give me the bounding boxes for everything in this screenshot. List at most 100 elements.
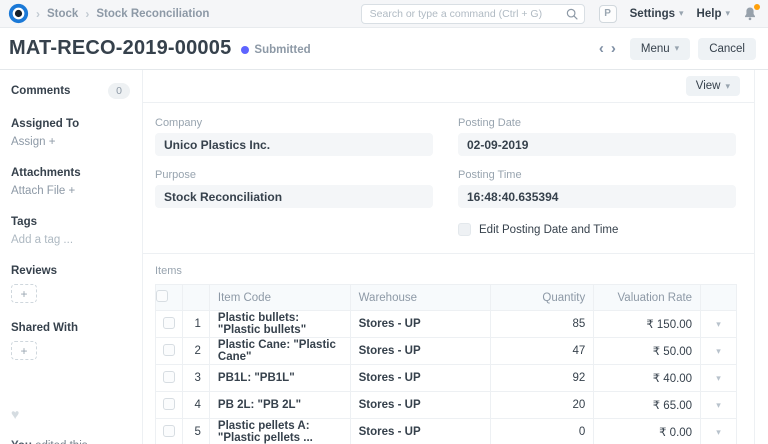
help-label: Help (696, 7, 722, 20)
status-badge: Submitted (241, 44, 311, 56)
add-share-button[interactable]: + (11, 341, 37, 360)
next-document-button[interactable]: › (610, 40, 616, 57)
quantity-cell[interactable]: 0 (490, 418, 595, 444)
purpose-field: Purpose Stock Reconciliation (155, 169, 433, 208)
posting-time-field: Posting Time 16:48:40.635394 (458, 169, 736, 208)
grid-header-row: Item Code Warehouse Quantity Valuation R… (155, 284, 737, 311)
form-panel: View ▾ Company Unico Plastics Inc. Posti… (143, 70, 755, 444)
items-section-label: Items (155, 265, 182, 277)
warehouse-cell[interactable]: Stores - UP (349, 337, 492, 365)
edit-posting-datetime-checkbox[interactable] (458, 223, 471, 236)
menu-button-label: Menu (640, 42, 670, 55)
sidebar-attachments-label: Attachments (11, 167, 81, 179)
row-checkbox[interactable] (162, 316, 175, 329)
warehouse-cell[interactable]: Stores - UP (349, 391, 492, 419)
view-button[interactable]: View ▾ (685, 76, 740, 96)
valuation-rate-cell[interactable]: ₹ 0.00 (593, 418, 702, 444)
quantity-cell[interactable]: 47 (490, 337, 595, 365)
prev-document-button[interactable]: ‹ (598, 40, 604, 57)
table-row: 3 PB1L: "PB1L" Stores - UP 92 ₹ 40.00 ▾ (155, 364, 737, 392)
item-code-cell[interactable]: Plastic pellets A: "Plastic pellets ... (208, 418, 351, 444)
posting-time-field-value[interactable]: 16:48:40.635394 (458, 185, 736, 208)
search-input[interactable] (369, 7, 566, 20)
row-checkbox[interactable] (162, 424, 175, 437)
warehouse-cell[interactable]: Stores - UP (349, 418, 492, 444)
avatar[interactable]: P (598, 4, 617, 23)
form-fields-section: Company Unico Plastics Inc. Posting Date… (143, 103, 754, 253)
erpnext-logo-icon[interactable] (8, 3, 29, 24)
valuation-rate-cell[interactable]: ₹ 65.00 (593, 391, 702, 419)
item-code-cell[interactable]: PB1L: "PB1L" (208, 364, 351, 392)
table-row: 5 Plastic pellets A: "Plastic pellets ..… (155, 418, 737, 444)
item-code-cell[interactable]: PB 2L: "PB 2L" (208, 391, 351, 419)
activity-action: edited this (35, 440, 87, 444)
settings-menu[interactable]: Settings ▾ (630, 8, 684, 20)
row-index[interactable]: 5 (181, 418, 210, 444)
row-checkbox[interactable] (162, 343, 175, 356)
settings-label: Settings (629, 7, 676, 20)
sidebar-comments-link[interactable]: Comments (11, 85, 71, 97)
breadcrumb-stock[interactable]: Stock (47, 7, 79, 20)
quantity-header: Quantity (490, 284, 595, 311)
row-expand-icon[interactable]: ▾ (716, 373, 721, 383)
item-code-cell[interactable]: Plastic bullets: "Plastic bullets" (208, 310, 351, 338)
notification-dot (754, 3, 760, 10)
chevron-right-icon: › (85, 6, 90, 21)
row-expand-icon[interactable]: ▾ (716, 346, 721, 356)
posting-date-field-value[interactable]: 02-09-2019 (458, 133, 736, 156)
quantity-cell[interactable]: 92 (490, 364, 595, 392)
status-label: Submitted (254, 44, 311, 56)
row-checkbox[interactable] (162, 397, 175, 410)
row-index[interactable]: 3 (181, 364, 210, 392)
view-button-label: View (695, 80, 721, 92)
row-expand-icon[interactable]: ▾ (716, 427, 721, 437)
edit-posting-datetime-field: Edit Posting Date and Time (458, 223, 736, 236)
valuation-rate-cell[interactable]: ₹ 50.00 (593, 337, 702, 365)
breadcrumb: › Stock › Stock Reconciliation (8, 3, 209, 24)
menu-button[interactable]: Menu ▾ (629, 37, 691, 60)
like-heart-icon[interactable]: ♥ (11, 406, 20, 422)
purpose-field-value[interactable]: Stock Reconciliation (155, 185, 433, 208)
valuation-rate-cell[interactable]: ₹ 40.00 (593, 364, 702, 392)
warehouse-header: Warehouse (349, 284, 492, 311)
global-search[interactable] (360, 3, 585, 24)
chevron-right-icon: › (36, 6, 40, 21)
company-field-value[interactable]: Unico Plastics Inc. (155, 133, 433, 156)
row-index[interactable]: 4 (181, 391, 210, 419)
edit-posting-datetime-label: Edit Posting Date and Time (479, 223, 619, 236)
row-index[interactable]: 2 (181, 337, 210, 365)
item-code-cell[interactable]: Plastic Cane: "Plastic Cane" (208, 337, 351, 365)
row-index[interactable]: 1 (181, 310, 210, 338)
purpose-field-label: Purpose (155, 169, 196, 181)
chevron-down-icon: ▾ (679, 8, 684, 18)
page-title: MAT-RECO-2019-00005 (9, 37, 232, 59)
table-row: 1 Plastic bullets: "Plastic bullets" Sto… (155, 310, 737, 338)
items-grid: Item Code Warehouse Quantity Valuation R… (155, 284, 737, 444)
valuation-rate-cell[interactable]: ₹ 150.00 (593, 310, 702, 338)
add-tag-input[interactable]: Add a tag ... (11, 234, 74, 246)
help-menu[interactable]: Help ▾ (697, 8, 730, 20)
page-head: MAT-RECO-2019-00005 Submitted ‹ › Menu ▾… (0, 28, 768, 70)
row-checkbox[interactable] (162, 370, 175, 383)
add-review-button[interactable]: + (11, 284, 37, 303)
breadcrumb-stock-reconciliation[interactable]: Stock Reconciliation (96, 7, 210, 20)
company-field: Company Unico Plastics Inc. (155, 117, 433, 156)
item-code-header: Item Code (208, 284, 351, 311)
warehouse-cell[interactable]: Stores - UP (349, 310, 492, 338)
company-field-label: Company (155, 117, 203, 129)
cancel-button-label: Cancel (709, 42, 745, 55)
quantity-cell[interactable]: 20 (490, 391, 595, 419)
cancel-button[interactable]: Cancel (698, 37, 756, 60)
select-all-checkbox[interactable] (156, 290, 168, 302)
warehouse-cell[interactable]: Stores - UP (349, 364, 492, 392)
comments-count-badge: 0 (108, 83, 130, 99)
row-expand-icon[interactable]: ▾ (716, 400, 721, 410)
attach-file-button[interactable]: Attach File + (11, 185, 76, 197)
quantity-cell[interactable]: 85 (490, 310, 595, 338)
posting-time-field-label: Posting Time (458, 169, 522, 181)
row-expand-icon[interactable]: ▾ (716, 319, 721, 329)
content-area: Comments 0 Assigned To Assign + Attachme… (0, 70, 768, 444)
assign-button[interactable]: Assign + (11, 136, 56, 148)
notifications-bell-icon[interactable] (743, 3, 760, 22)
